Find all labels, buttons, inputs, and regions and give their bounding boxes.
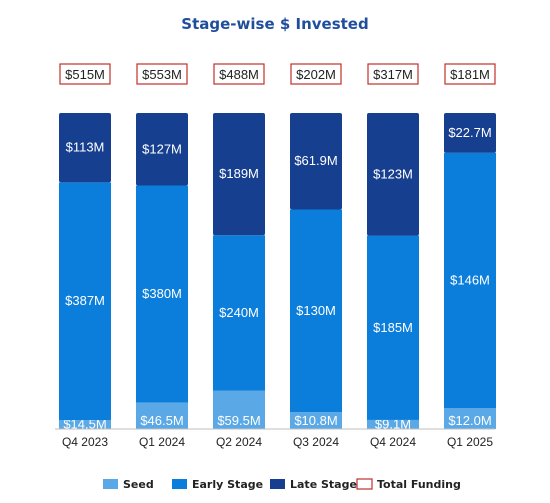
bar-seed-q1-2025 bbox=[444, 408, 496, 429]
total-label-text: $181M bbox=[450, 67, 490, 82]
data-label-seed-q4-2023: $14.5M bbox=[63, 417, 106, 432]
legend-swatch-total-funding bbox=[356, 478, 373, 490]
total-label-text: $488M bbox=[219, 67, 259, 82]
data-label-late-stage-q2-2024: $189M bbox=[219, 166, 259, 181]
total-funding-labels: $515M $553M $488M $202M $317M $181M bbox=[59, 63, 496, 85]
data-label-late-stage-q1-2025: $22.7M bbox=[448, 125, 491, 140]
total-label-q1-2025: $181M bbox=[444, 63, 496, 85]
data-label-early-stage-q4-2024: $185M bbox=[373, 320, 413, 335]
total-label-text: $515M bbox=[65, 67, 105, 82]
bar-early-stage-q1-2024 bbox=[136, 185, 188, 403]
bar-group-q1-2024: $46.5M $380M $127M bbox=[136, 113, 188, 429]
total-label-q2-2024: $488M bbox=[213, 63, 265, 85]
total-label-box bbox=[444, 63, 496, 85]
legend-swatch-seed bbox=[103, 479, 118, 489]
bar-late-stage-q4-2023 bbox=[59, 113, 111, 183]
total-label-q4-2024: $317M bbox=[367, 63, 419, 85]
bar-seed-q3-2024 bbox=[290, 412, 342, 429]
bar-group-q1-2025: $12.0M $146M $22.7M bbox=[444, 113, 496, 429]
data-label-seed-q4-2024: $9.1M bbox=[375, 416, 411, 431]
bar-early-stage-q4-2023 bbox=[59, 182, 111, 421]
data-label-seed-q1-2024: $46.5M bbox=[140, 413, 183, 428]
bar-seed-q4-2024 bbox=[367, 419, 419, 429]
legend: Seed Early Stage Late Stage Total Funding bbox=[103, 478, 461, 491]
total-label-q4-2023: $515M bbox=[59, 63, 111, 85]
data-label-early-stage-q4-2023: $387M bbox=[65, 293, 105, 308]
bar-seed-q1-2024 bbox=[136, 402, 188, 429]
total-label-q3-2024: $202M bbox=[290, 63, 342, 85]
data-label-early-stage-q2-2024: $240M bbox=[219, 305, 259, 320]
bar-seed-q4-2023 bbox=[59, 420, 111, 429]
total-label-box bbox=[59, 63, 111, 85]
tick-label-q1-2025: Q1 2025 bbox=[447, 435, 493, 449]
data-label-late-stage-q4-2023: $113M bbox=[66, 140, 105, 155]
tick-label-q4-2024: Q4 2024 bbox=[370, 435, 416, 449]
legend-item-seed: Seed bbox=[103, 478, 154, 491]
bar-seed-q2-2024 bbox=[213, 390, 265, 429]
data-label-late-stage-q1-2024: $127M bbox=[142, 141, 182, 156]
tick-label-q3-2024: Q3 2024 bbox=[293, 435, 339, 449]
legend-item-late-stage: Late Stage bbox=[270, 478, 357, 491]
bar-early-stage-q1-2025 bbox=[444, 152, 496, 409]
legend-label-late-stage: Late Stage bbox=[290, 478, 357, 491]
chart-title: Stage-wise $ Invested bbox=[181, 15, 368, 33]
total-label-box bbox=[290, 63, 342, 85]
total-label-text: $553M bbox=[142, 67, 182, 82]
bar-late-stage-q2-2024 bbox=[213, 113, 265, 236]
x-axis-tick-labels: Q4 2023 Q1 2024 Q2 2024 Q3 2024 Q4 2024 Q1 20… bbox=[62, 435, 493, 449]
tick-label-q1-2024: Q1 2024 bbox=[139, 435, 185, 449]
data-label-late-stage-q4-2024: $123M bbox=[373, 166, 413, 181]
data-label-early-stage-q3-2024: $130M bbox=[296, 303, 336, 318]
legend-swatch-late-stage bbox=[270, 479, 285, 489]
bar-group-q4-2023: $14.5M $387M $113M bbox=[59, 113, 111, 432]
bar-early-stage-q2-2024 bbox=[213, 235, 265, 391]
total-label-q1-2024: $553M bbox=[136, 63, 188, 85]
total-label-box bbox=[367, 63, 419, 85]
legend-label-early-stage: Early Stage bbox=[192, 478, 263, 491]
legend-swatch-early-stage bbox=[172, 479, 187, 489]
bar-group-q3-2024: $10.8M $130M $61.9M bbox=[290, 113, 342, 429]
bar-early-stage-q3-2024 bbox=[290, 209, 342, 413]
total-label-text: $202M bbox=[296, 67, 336, 82]
total-label-box bbox=[136, 63, 188, 85]
data-label-seed-q2-2024: $59.5M bbox=[217, 413, 260, 428]
bar-late-stage-q1-2025 bbox=[444, 113, 496, 153]
legend-label-total-funding: Total Funding bbox=[377, 478, 461, 491]
legend-item-total-funding: Total Funding bbox=[356, 478, 461, 491]
bar-late-stage-q1-2024 bbox=[136, 113, 188, 186]
data-label-early-stage-q1-2024: $380M bbox=[142, 286, 182, 301]
data-label-seed-q1-2025: $12.0M bbox=[448, 413, 491, 428]
data-label-early-stage-q1-2025: $146M bbox=[450, 272, 490, 287]
data-label-late-stage-q3-2024: $61.9M bbox=[294, 153, 337, 168]
bar-group-q2-2024: $59.5M $240M $189M bbox=[213, 113, 265, 429]
tick-label-q4-2023: Q4 2023 bbox=[62, 435, 108, 449]
data-label-seed-q3-2024: $10.8M bbox=[294, 413, 337, 428]
bar-late-stage-q3-2024 bbox=[290, 113, 342, 210]
bars: $14.5M $387M $113M $46.5M $380M $127M $59.5M $2… bbox=[59, 113, 496, 432]
bar-late-stage-q4-2024 bbox=[367, 113, 419, 236]
legend-label-seed: Seed bbox=[123, 478, 154, 491]
bar-group-q4-2024: $9.1M $185M $123M bbox=[367, 113, 419, 431]
tick-label-q2-2024: Q2 2024 bbox=[216, 435, 262, 449]
total-label-text: $317M bbox=[373, 67, 413, 82]
total-label-box bbox=[213, 63, 265, 85]
bar-early-stage-q4-2024 bbox=[367, 235, 419, 420]
legend-item-early-stage: Early Stage bbox=[172, 478, 263, 491]
